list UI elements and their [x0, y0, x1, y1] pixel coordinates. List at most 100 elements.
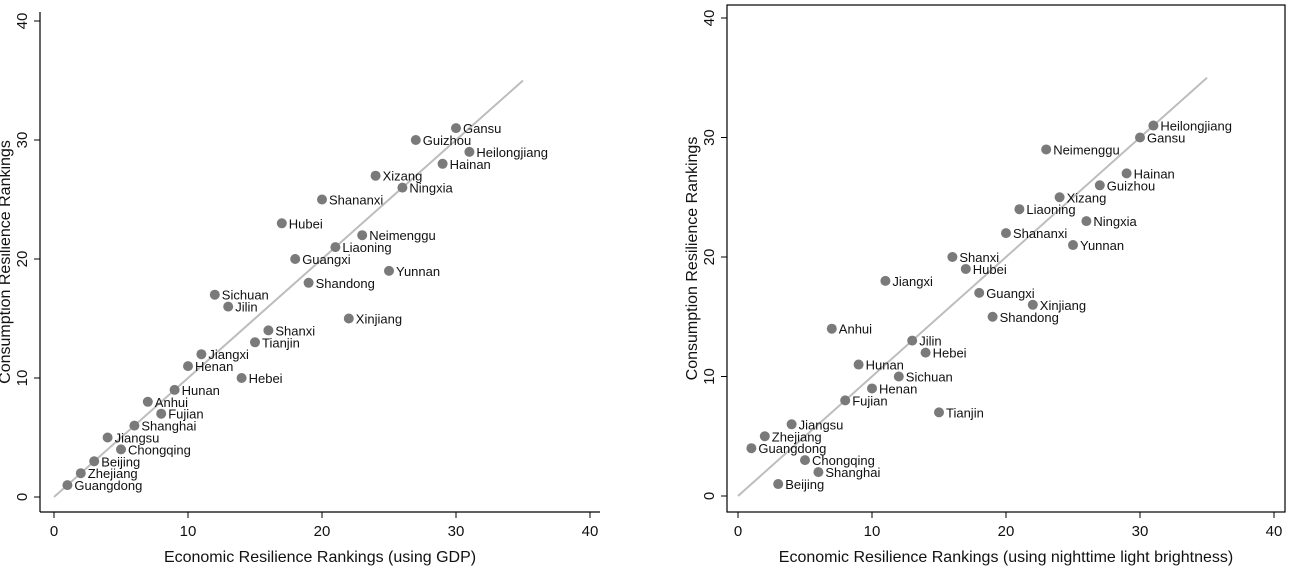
- point-label: Hebei: [933, 346, 967, 361]
- data-point: [384, 265, 394, 276]
- data-point: [934, 407, 944, 418]
- x-tick-label: 20: [998, 523, 1015, 540]
- point-label: Shanxi: [959, 250, 999, 265]
- data-point: [773, 479, 784, 490]
- point-label: Tianjin: [262, 335, 300, 350]
- point-label: Guangxi: [302, 252, 351, 267]
- data-point: [89, 456, 100, 467]
- point-label: Henan: [195, 359, 233, 374]
- point-label: Fujian: [168, 407, 203, 422]
- y-tick-label: 30: [14, 132, 31, 149]
- data-point: [867, 383, 877, 394]
- data-point: [987, 311, 998, 322]
- data-point: [920, 347, 931, 358]
- point-label: Guangxi: [986, 286, 1035, 301]
- data-point: [840, 395, 851, 406]
- y-tick-label: 20: [701, 249, 718, 266]
- point-label: Jilin: [235, 300, 257, 315]
- y-tick-label: 0: [701, 492, 718, 500]
- point-label: Hubei: [289, 216, 323, 231]
- data-point: [1068, 240, 1078, 251]
- point-label: Guizhou: [423, 133, 471, 148]
- point-label: Jiangsu: [115, 431, 160, 446]
- data-point: [1148, 120, 1159, 131]
- data-point: [1027, 299, 1038, 310]
- data-point: [1001, 228, 1011, 239]
- data-point: [397, 182, 408, 193]
- data-point: [276, 218, 287, 229]
- data-point: [236, 373, 247, 383]
- data-point: [303, 277, 314, 288]
- point-label: Guangdong: [758, 441, 826, 456]
- y-tick-label: 20: [14, 251, 31, 268]
- point-label: Gansu: [1147, 131, 1185, 146]
- point-label: Anhui: [155, 395, 188, 410]
- point-label: Jiangxi: [892, 274, 933, 289]
- point-label: Heilongjiang: [1160, 119, 1232, 134]
- point-label: Beijing: [101, 454, 140, 469]
- point-label: Chongqing: [128, 442, 191, 457]
- point-label: Jilin: [919, 334, 941, 349]
- point-label: Fujian: [852, 393, 887, 408]
- data-point: [1135, 132, 1145, 143]
- point-label: Sichuan: [222, 288, 269, 303]
- point-label: Yunnan: [396, 264, 440, 279]
- data-point: [263, 325, 274, 336]
- data-point: [1121, 168, 1132, 179]
- point-label: Sichuan: [906, 370, 953, 385]
- point-label: Hebei: [249, 371, 283, 386]
- data-point: [209, 289, 220, 300]
- x-tick-label: 10: [864, 523, 881, 540]
- data-point: [317, 194, 327, 205]
- point-label: Liaoning: [342, 240, 391, 255]
- data-point: [947, 252, 958, 262]
- point-label: Jiangxi: [208, 347, 249, 362]
- point-label: Xinjiang: [1040, 298, 1086, 313]
- right-scatter-plot: 0 10 20 30 40 0 10 20 30 40 Economic Resilience Ra…: [684, 4, 1286, 566]
- data-point: [183, 361, 193, 372]
- data-point: [102, 432, 113, 443]
- x-tick-label: 20: [314, 523, 331, 540]
- data-point: [129, 420, 140, 431]
- point-label: Shanghai: [141, 419, 196, 434]
- y-tick-label: 30: [701, 129, 718, 146]
- y-tick-label: 0: [14, 493, 31, 501]
- reference-line: [737, 77, 1208, 497]
- point-label: Tianjin: [946, 405, 984, 420]
- x-axis-title: Economic Resilience Rankings (using nigh…: [779, 549, 1233, 566]
- y-axis-title: Consumption Resilience Rankings: [0, 140, 14, 384]
- data-point: [907, 335, 918, 346]
- data-point: [1094, 180, 1105, 191]
- data-point: [759, 431, 770, 442]
- x-tick-label: 30: [448, 523, 465, 540]
- point-label: Hunan: [182, 383, 220, 398]
- data-point: [370, 170, 381, 181]
- point-label: Shananxi: [1013, 226, 1067, 241]
- x-tick-label: 10: [180, 523, 197, 540]
- data-point: [1054, 192, 1065, 203]
- data-point: [880, 275, 891, 286]
- x-tick-label: 0: [734, 523, 742, 540]
- point-label: Shanxi: [275, 323, 315, 338]
- point-label: Henan: [879, 381, 917, 396]
- data-point: [62, 480, 73, 491]
- point-label: Hainan: [1134, 166, 1175, 181]
- data-point: [357, 230, 368, 241]
- point-label: Heilongjiang: [476, 145, 548, 160]
- data-point: [746, 443, 757, 454]
- data-point: [786, 419, 797, 430]
- data-point: [196, 349, 207, 360]
- data-point: [464, 146, 475, 157]
- data-point: [250, 337, 260, 348]
- data-point: [223, 301, 234, 312]
- data-point: [800, 455, 810, 466]
- data-point: [142, 396, 153, 407]
- point-label: Shananxi: [329, 193, 383, 208]
- point-label: Zhejiang: [88, 466, 138, 481]
- y-tick-label: 10: [14, 370, 31, 387]
- data-point: [826, 323, 837, 334]
- data-point: [330, 242, 341, 253]
- point-label: Ningxia: [1093, 214, 1137, 229]
- data-point: [1041, 144, 1052, 155]
